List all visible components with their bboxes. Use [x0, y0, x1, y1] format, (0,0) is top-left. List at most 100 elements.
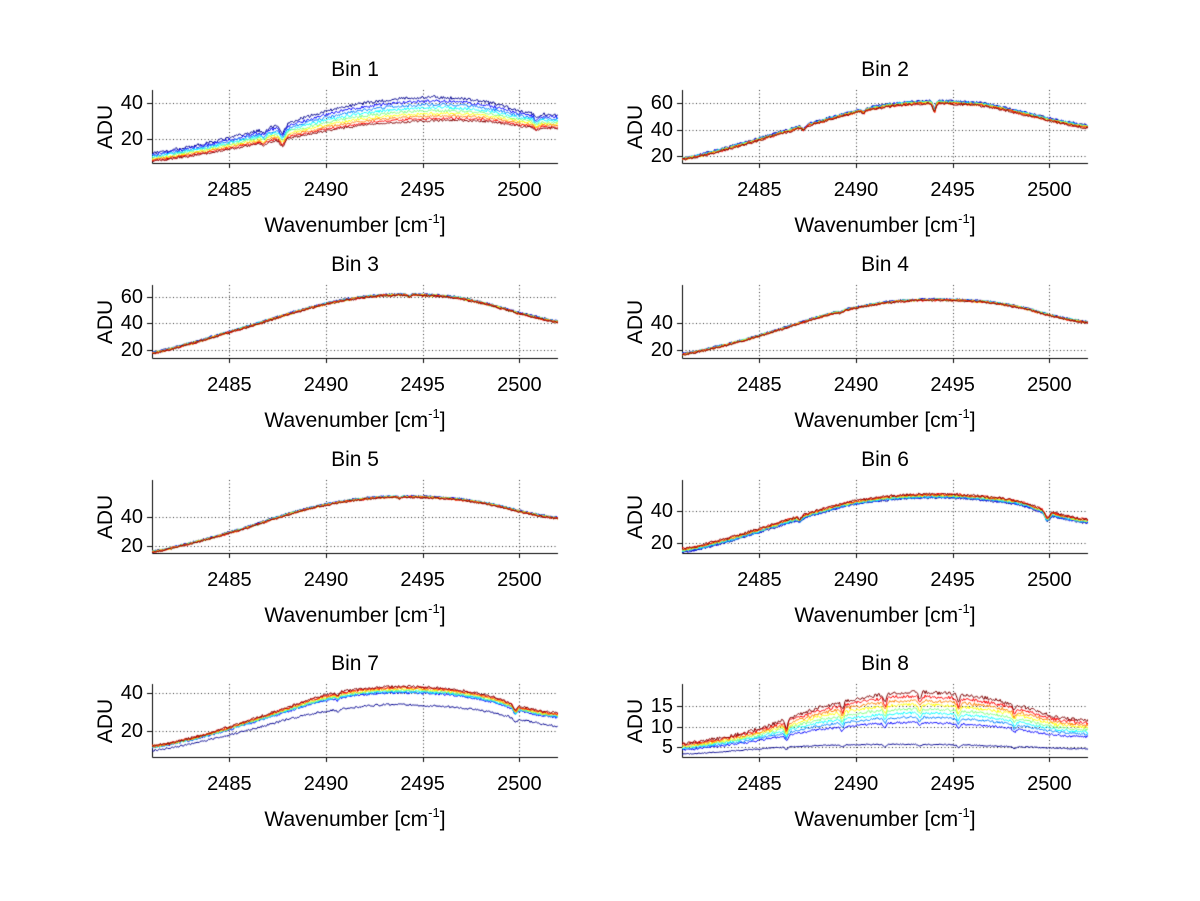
y-tick-label: 20	[120, 339, 143, 362]
x-axis-label-exponent: -1	[428, 211, 440, 226]
x-axis-label-exponent: -1	[428, 805, 440, 820]
subplot-bin-3: Bin 3 ADU 20 40 60 2485 2490 2495 2500 Wavenumber…	[94, 253, 566, 432]
x-tick-label: 2495	[400, 773, 445, 795]
x-axis-label-exponent: -1	[958, 406, 970, 421]
subplot-title: Bin 7	[331, 652, 379, 675]
x-tick-label: 2490	[303, 773, 349, 795]
y-tick-label: 20	[650, 338, 673, 361]
subplot-title: Bin 1	[331, 58, 379, 81]
x-tick-label: 2485	[737, 374, 782, 396]
x-axis-label-text: Wavenumber [cm	[794, 604, 959, 627]
x-tick-label: 2485	[207, 374, 252, 396]
x-tick-label: 2490	[303, 179, 349, 201]
y-tick-label: 40	[650, 118, 673, 141]
subplot-bin-1: Bin 1 ADU 20 40 2485 2490 2495 2500 Wavenumber […	[94, 58, 566, 237]
y-tick-label: 60	[120, 285, 143, 308]
y-tick-label: 10	[650, 715, 673, 738]
x-axis-label-exponent: -1	[958, 211, 970, 226]
x-tick-label: 2490	[833, 569, 879, 591]
subplot-title: Bin 8	[861, 652, 909, 675]
x-tick-label: 2485	[207, 179, 252, 201]
subplot-title: Bin 6	[861, 448, 909, 471]
x-tick-label: 2500	[497, 179, 542, 201]
y-tick-label: 40	[650, 311, 673, 334]
plot-area-bin-5	[140, 474, 566, 567]
plot-area-bin-1	[140, 84, 566, 177]
x-axis-label-text: Wavenumber [cm	[794, 409, 959, 432]
y-tick-label: 20	[120, 534, 143, 557]
subplot-bin-4: Bin 4 ADU 20 40 2485 2490 2495 2500 Wavenumber […	[624, 253, 1096, 432]
x-axis-label-text: Wavenumber [cm	[264, 409, 429, 432]
plot-area-bin-7	[140, 678, 566, 771]
x-tick-label: 2485	[737, 773, 782, 795]
x-tick-label: 2495	[400, 569, 445, 591]
x-axis-label-bracket: ]	[969, 604, 976, 627]
x-tick-label: 2495	[930, 374, 975, 396]
y-axis-label: ADU	[94, 104, 117, 149]
plot-area-bin-3	[140, 279, 566, 372]
subplot-title: Bin 3	[331, 253, 379, 276]
x-tick-label: 2485	[737, 569, 782, 591]
x-axis-label: Wavenumber [cm-1]	[152, 805, 558, 833]
y-tick-label: 20	[120, 719, 143, 742]
x-axis-label-bracket: ]	[969, 214, 976, 237]
x-tick-label: 2485	[737, 179, 782, 201]
x-tick-label: 2490	[303, 374, 349, 396]
subplot-bin-8: Bin 8 ADU 5 10 15 2485 2490 2495 2500 Wavenumber …	[624, 652, 1096, 831]
y-tick-label: 20	[120, 128, 143, 151]
y-tick-label: 15	[650, 695, 673, 718]
y-tick-label: 40	[120, 91, 143, 114]
x-tick-label: 2490	[303, 569, 349, 591]
subplot-bin-5: Bin 5 ADU 20 40 2485 2490 2495 2500 Wavenumber […	[94, 448, 566, 627]
subplot-title: Bin 4	[861, 253, 909, 276]
x-axis-label: Wavenumber [cm-1]	[152, 407, 558, 434]
x-axis-label-bracket: ]	[969, 808, 976, 831]
y-tick-label: 40	[120, 505, 143, 528]
x-tick-label: 2500	[497, 569, 542, 591]
x-tick-label: 2500	[1027, 374, 1072, 396]
subplot-bin-2: Bin 2 ADU 20 40 60 2485 2490 2495 2500 Wavenumber…	[624, 58, 1096, 237]
x-axis-label-exponent: -1	[958, 805, 970, 820]
x-tick-label: 2485	[207, 773, 252, 795]
x-axis-label: Wavenumber [cm-1]	[682, 601, 1088, 629]
x-axis-label-exponent: -1	[428, 601, 440, 616]
x-axis-label-bracket: ]	[439, 214, 446, 237]
x-axis-label: Wavenumber [cm-1]	[682, 211, 1088, 239]
plot-area-bin-2	[670, 84, 1096, 177]
y-tick-label: 5	[661, 735, 673, 758]
x-tick-label: 2490	[833, 179, 879, 201]
subplot-title: Bin 2	[861, 58, 909, 81]
subplot-title: Bin 5	[331, 448, 379, 471]
y-tick-label: 40	[120, 312, 143, 335]
x-axis-label-exponent: -1	[958, 601, 970, 616]
y-tick-label: 40	[120, 682, 143, 705]
x-tick-label: 2500	[1027, 179, 1072, 201]
plot-area-bin-4	[670, 279, 1096, 372]
plot-area-bin-6	[670, 474, 1096, 567]
x-axis-label: Wavenumber [cm-1]	[152, 601, 558, 629]
x-tick-label: 2490	[833, 374, 879, 396]
y-tick-label: 20	[650, 532, 673, 555]
x-tick-label: 2500	[1027, 569, 1072, 591]
x-axis-label-text: Wavenumber [cm	[794, 214, 959, 237]
x-axis-label-text: Wavenumber [cm	[264, 808, 429, 831]
x-axis-label: Wavenumber [cm-1]	[682, 406, 1088, 434]
x-tick-label: 2500	[497, 773, 542, 795]
x-tick-label: 2485	[207, 569, 252, 591]
x-tick-label: 2500	[1027, 773, 1072, 795]
x-tick-label: 2490	[833, 773, 879, 795]
y-tick-label: 20	[650, 145, 673, 168]
x-tick-label: 2495	[930, 569, 975, 591]
x-axis-label-bracket: ]	[969, 409, 976, 432]
x-axis-label-text: Wavenumber [cm	[794, 808, 959, 831]
x-tick-label: 2495	[400, 374, 445, 396]
x-tick-label: 2500	[497, 374, 542, 396]
x-axis-label-bracket: ]	[439, 604, 446, 627]
x-axis-label-bracket: ]	[439, 409, 446, 432]
y-tick-label: 40	[650, 499, 673, 522]
x-tick-label: 2495	[930, 179, 975, 201]
x-axis-label-bracket: ]	[439, 808, 446, 831]
x-axis-label: Wavenumber [cm-1]	[152, 211, 558, 239]
subplot-bin-7: Bin 7 ADU 20 40 2485 2490 2495 2500 Wavenumber […	[94, 652, 566, 831]
